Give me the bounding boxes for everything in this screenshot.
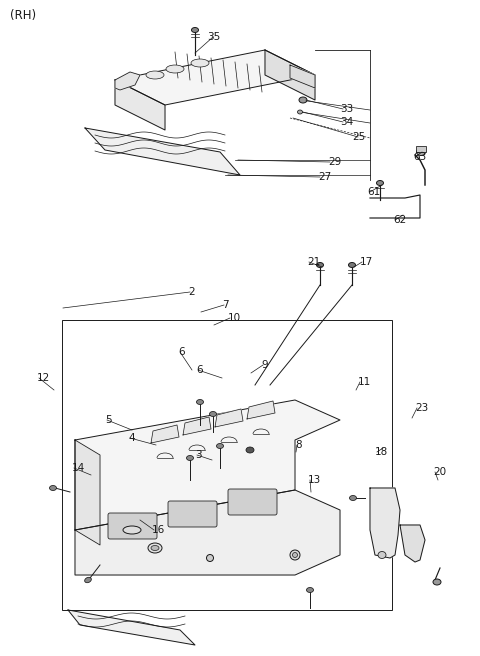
Ellipse shape: [192, 28, 199, 33]
Text: 61: 61: [367, 187, 380, 197]
Bar: [62, 320, 392, 610]
Polygon shape: [370, 488, 400, 558]
Ellipse shape: [166, 65, 184, 73]
Ellipse shape: [151, 546, 159, 550]
Ellipse shape: [123, 526, 141, 534]
Polygon shape: [400, 525, 425, 562]
Ellipse shape: [84, 577, 91, 583]
Text: 7: 7: [222, 300, 228, 310]
Polygon shape: [115, 72, 140, 90]
Text: 10: 10: [228, 313, 241, 323]
Text: 5: 5: [105, 415, 112, 425]
Text: 25: 25: [352, 132, 365, 142]
Text: 17: 17: [360, 257, 373, 267]
Polygon shape: [183, 417, 211, 435]
Bar: [416, 146, 426, 152]
Ellipse shape: [246, 447, 254, 453]
Ellipse shape: [146, 71, 164, 79]
Text: 33: 33: [340, 104, 353, 114]
Text: 16: 16: [152, 525, 165, 535]
Ellipse shape: [187, 455, 193, 461]
Text: 8: 8: [295, 440, 301, 450]
Text: 3: 3: [195, 450, 202, 460]
Ellipse shape: [349, 495, 357, 501]
Polygon shape: [247, 401, 275, 419]
Polygon shape: [68, 610, 195, 645]
Polygon shape: [75, 400, 340, 530]
Polygon shape: [290, 65, 315, 88]
Ellipse shape: [206, 554, 214, 562]
Text: 12: 12: [37, 373, 50, 383]
Ellipse shape: [348, 262, 356, 268]
Ellipse shape: [191, 59, 209, 67]
Text: 62: 62: [393, 215, 406, 225]
Ellipse shape: [49, 485, 57, 491]
Ellipse shape: [298, 110, 302, 114]
Ellipse shape: [376, 180, 384, 186]
Text: 6: 6: [196, 365, 203, 375]
Text: 34: 34: [340, 117, 353, 127]
Text: 20: 20: [433, 467, 446, 477]
Text: 11: 11: [358, 377, 371, 387]
Polygon shape: [115, 50, 315, 105]
Text: 6: 6: [178, 347, 185, 357]
Polygon shape: [85, 128, 240, 175]
Polygon shape: [151, 425, 179, 443]
Ellipse shape: [292, 552, 298, 558]
Text: 29: 29: [328, 157, 341, 167]
Text: 18: 18: [375, 447, 388, 457]
Ellipse shape: [433, 579, 441, 585]
Ellipse shape: [378, 552, 386, 558]
Polygon shape: [75, 490, 340, 575]
Ellipse shape: [417, 148, 425, 155]
Ellipse shape: [196, 400, 204, 405]
Ellipse shape: [299, 97, 307, 103]
Text: 63: 63: [413, 152, 426, 162]
Text: 4: 4: [128, 433, 134, 443]
Text: 27: 27: [318, 172, 331, 182]
Text: 35: 35: [207, 32, 220, 42]
Ellipse shape: [148, 543, 162, 553]
Text: 13: 13: [308, 475, 321, 485]
Text: 9: 9: [261, 360, 268, 370]
Ellipse shape: [307, 588, 313, 592]
Text: 14: 14: [72, 463, 85, 473]
Ellipse shape: [316, 262, 324, 268]
Text: 21: 21: [307, 257, 320, 267]
Ellipse shape: [290, 550, 300, 560]
Polygon shape: [265, 50, 315, 100]
Ellipse shape: [216, 443, 224, 449]
Text: 23: 23: [415, 403, 428, 413]
Ellipse shape: [209, 411, 216, 417]
Polygon shape: [115, 80, 165, 130]
FancyBboxPatch shape: [168, 501, 217, 527]
Polygon shape: [215, 409, 243, 427]
FancyBboxPatch shape: [108, 513, 157, 539]
Polygon shape: [75, 440, 100, 545]
Text: (RH): (RH): [10, 9, 36, 22]
Text: 2: 2: [188, 287, 194, 297]
FancyBboxPatch shape: [228, 489, 277, 515]
